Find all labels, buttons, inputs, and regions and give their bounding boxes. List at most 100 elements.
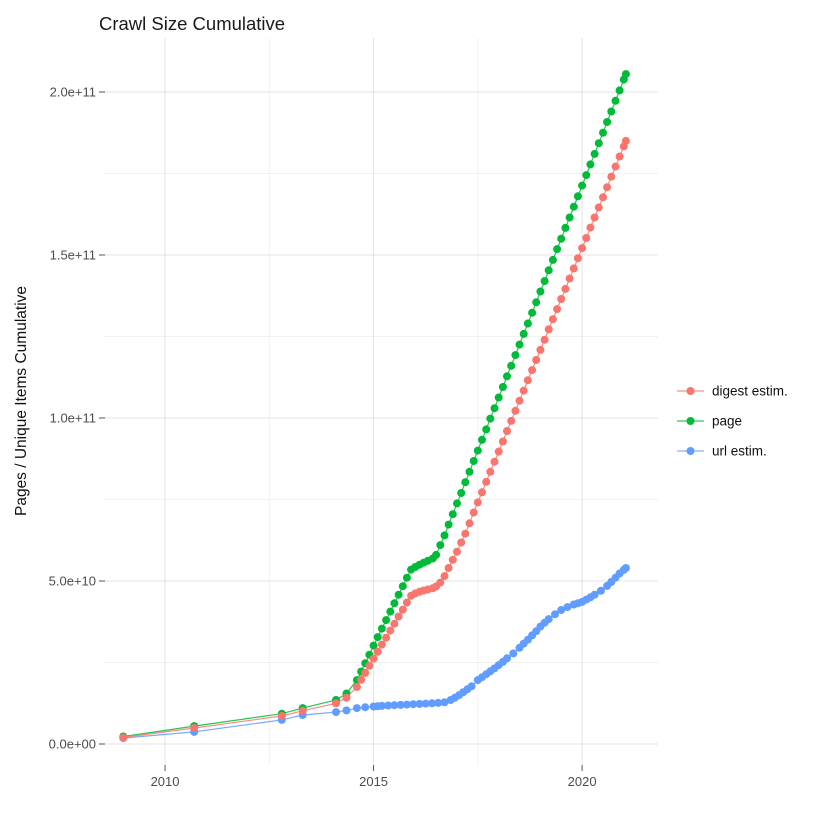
- data-point: [603, 118, 612, 126]
- chart-title: Crawl Size Cumulative: [99, 13, 285, 34]
- data-point: [352, 683, 361, 691]
- data-point: [277, 712, 286, 720]
- data-point: [599, 193, 607, 202]
- data-point: [498, 437, 507, 446]
- data-point: [377, 624, 386, 633]
- data-point: [561, 284, 570, 293]
- data-point: [444, 564, 453, 572]
- data-point: [544, 325, 553, 334]
- data-point: [382, 616, 391, 625]
- data-point: [428, 699, 436, 708]
- data-point: [611, 162, 620, 171]
- data-point: [465, 467, 474, 476]
- y-tick-label: 1.0e+11: [50, 410, 96, 425]
- data-point: [599, 128, 607, 137]
- data-point: [557, 606, 566, 614]
- data-point: [586, 223, 595, 232]
- data-point: [190, 724, 199, 732]
- data-point: [607, 107, 616, 116]
- data-point: [509, 649, 518, 658]
- data-point: [523, 319, 532, 328]
- data-point: [390, 599, 399, 608]
- data-point: [448, 555, 457, 564]
- data-point: [440, 531, 449, 540]
- data-point: [528, 308, 537, 317]
- data-point: [382, 633, 391, 642]
- x-tick-label: 2020: [568, 774, 597, 789]
- data-point: [486, 467, 495, 476]
- data-point: [390, 619, 399, 628]
- data-point: [511, 351, 520, 360]
- data-point: [478, 435, 486, 444]
- data-point: [603, 183, 612, 192]
- data-point: [615, 86, 624, 95]
- data-point: [365, 661, 374, 670]
- data-point: [621, 564, 630, 572]
- legend-item-digest-estim: digest estim.: [677, 384, 788, 399]
- data-point: [432, 550, 441, 559]
- axis-layer: 2010 2015 2020 0.0e+00 5.0e+10 1.0e+11 1.5e+11…: [49, 84, 597, 789]
- data-point: [590, 590, 599, 599]
- data-point: [377, 640, 386, 649]
- data-point: [398, 605, 407, 614]
- data-point: [551, 610, 559, 619]
- legend-key-dot: [686, 417, 695, 425]
- data-point: [421, 699, 430, 708]
- data-point: [515, 396, 524, 405]
- data-point: [369, 654, 378, 663]
- data-point: [415, 699, 424, 708]
- data-point: [332, 708, 340, 717]
- x-tick-label: 2010: [151, 774, 180, 789]
- data-point: [409, 700, 418, 709]
- grid-minor-lines: [105, 38, 658, 765]
- data-point: [569, 202, 578, 211]
- data-point: [548, 315, 557, 324]
- data-point: [621, 136, 630, 145]
- data-point: [557, 234, 566, 243]
- data-point: [490, 457, 499, 466]
- data-point: [540, 277, 549, 286]
- y-tick-label: 1.5e+11: [50, 247, 96, 262]
- legend-key-dot: [686, 387, 695, 395]
- legend-item-label: digest estim.: [712, 384, 788, 399]
- data-point: [582, 234, 591, 242]
- data-point: [536, 345, 545, 354]
- data-point: [590, 213, 599, 222]
- data-point: [369, 641, 378, 650]
- data-point: [386, 607, 395, 616]
- data-point: [384, 701, 393, 710]
- data-point: [461, 478, 470, 487]
- data-point: [361, 703, 370, 712]
- data-point: [465, 519, 474, 528]
- data-point: [536, 287, 545, 296]
- data-point: [582, 171, 591, 180]
- legend-item-label: page: [712, 414, 742, 429]
- data-point: [453, 547, 461, 556]
- data-point: [436, 578, 445, 587]
- data-point: [398, 582, 407, 591]
- series-digest-estim: [119, 136, 630, 742]
- data-point: [578, 181, 587, 190]
- data-point: [594, 139, 603, 148]
- data-point: [540, 335, 549, 344]
- data-point: [373, 633, 382, 642]
- data-point: [544, 615, 553, 624]
- data-point: [544, 266, 553, 275]
- data-point: [515, 340, 524, 349]
- data-point: [436, 541, 445, 550]
- data-point: [528, 366, 537, 375]
- data-point: [486, 414, 495, 423]
- grid-major-lines: [105, 38, 658, 765]
- data-point: [373, 647, 382, 656]
- data-point: [565, 213, 574, 222]
- data-point: [342, 693, 351, 702]
- data-point: [473, 498, 482, 507]
- data-point: [590, 149, 599, 158]
- data-point: [453, 499, 461, 508]
- data-point: [498, 383, 507, 391]
- data-point: [494, 447, 503, 456]
- data-point: [607, 172, 616, 181]
- data-point: [490, 404, 499, 413]
- data-point: [402, 700, 411, 709]
